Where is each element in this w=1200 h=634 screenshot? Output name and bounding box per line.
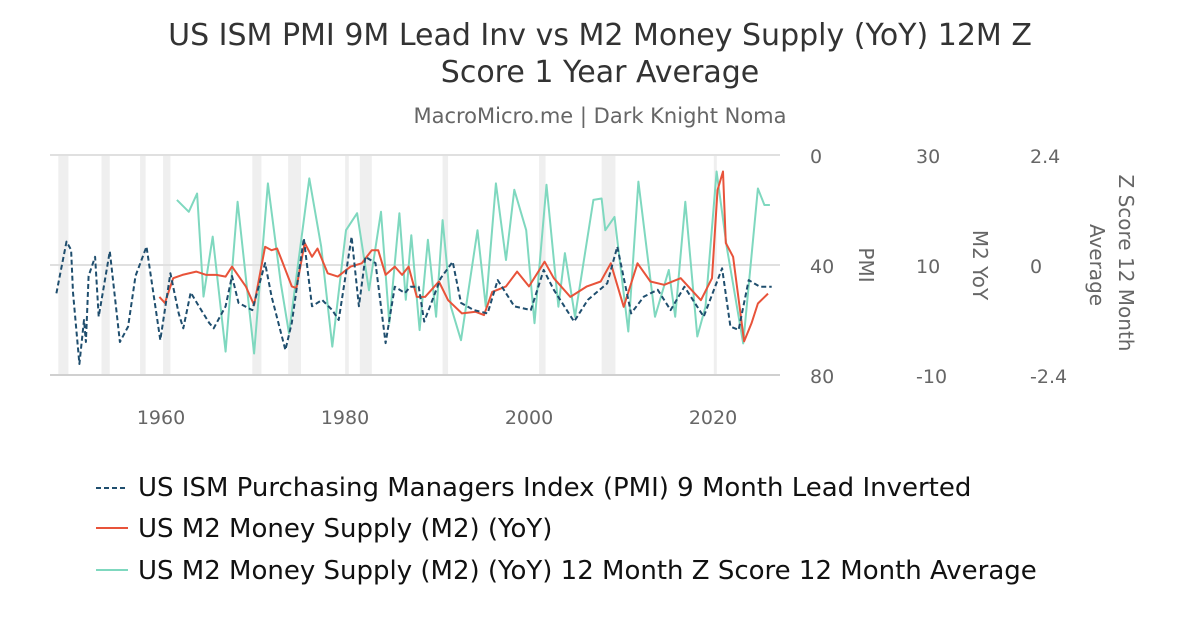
x-tick-label: 1980	[321, 407, 369, 429]
gridlines	[50, 154, 780, 376]
y-tick-label: 0	[1030, 256, 1042, 278]
y-tick-label: 40	[810, 256, 834, 278]
y-axis-title: M2 YoY	[968, 230, 992, 301]
y-tick-label: 10	[916, 256, 940, 278]
series-line-pmi	[55, 235, 772, 365]
series-group	[55, 170, 772, 365]
y-tick-label: -2.4	[1030, 366, 1067, 388]
y-tick-label: -10	[916, 366, 947, 388]
y-axis-pmi: 0 40 80 PMI	[810, 146, 878, 388]
x-tick-label: 2020	[689, 407, 737, 429]
legend-label: US ISM Purchasing Managers Index (PMI) 9…	[138, 473, 971, 503]
legend-label: US M2 Money Supply (M2) (YoY) 12 Month Z…	[138, 556, 1037, 586]
y-tick-label: 30	[916, 146, 940, 168]
y-axis-zscore: 2.4 0 -2.4 Z Score 12 Month Average	[1030, 146, 1138, 388]
chart-title-line-1: US ISM PMI 9M Lead Inv vs M2 Money Suppl…	[168, 18, 1032, 53]
series-line-z	[176, 170, 770, 355]
chart-subtitle: MacroMicro.me | Dark Knight Noma	[413, 104, 786, 129]
y-axis-title-line-1: Z Score 12 Month	[1114, 175, 1138, 352]
legend-item-pmi[interactable]: US ISM Purchasing Managers Index (PMI) 9…	[96, 473, 971, 503]
x-axis-ticks: 1960 1980 2000 2020	[137, 407, 737, 429]
x-tick-label: 1960	[137, 407, 185, 429]
y-axis-title: PMI	[854, 247, 878, 282]
legend: US ISM Purchasing Managers Index (PMI) 9…	[96, 473, 1037, 586]
legend-item-zscore[interactable]: US M2 Money Supply (M2) (YoY) 12 Month Z…	[96, 556, 1037, 586]
y-axis-m2: 30 10 -10 M2 YoY	[916, 146, 992, 388]
legend-item-m2[interactable]: US M2 Money Supply (M2) (YoY)	[96, 514, 552, 544]
x-tick-label: 2000	[505, 407, 553, 429]
legend-label: US M2 Money Supply (M2) (YoY)	[138, 514, 552, 544]
y-tick-label: 80	[810, 366, 834, 388]
y-tick-label: 2.4	[1030, 146, 1060, 168]
y-axis-title-line-2: Average	[1085, 224, 1109, 306]
y-tick-label: 0	[810, 146, 822, 168]
chart-title-line-2: Score 1 Year Average	[441, 55, 759, 90]
